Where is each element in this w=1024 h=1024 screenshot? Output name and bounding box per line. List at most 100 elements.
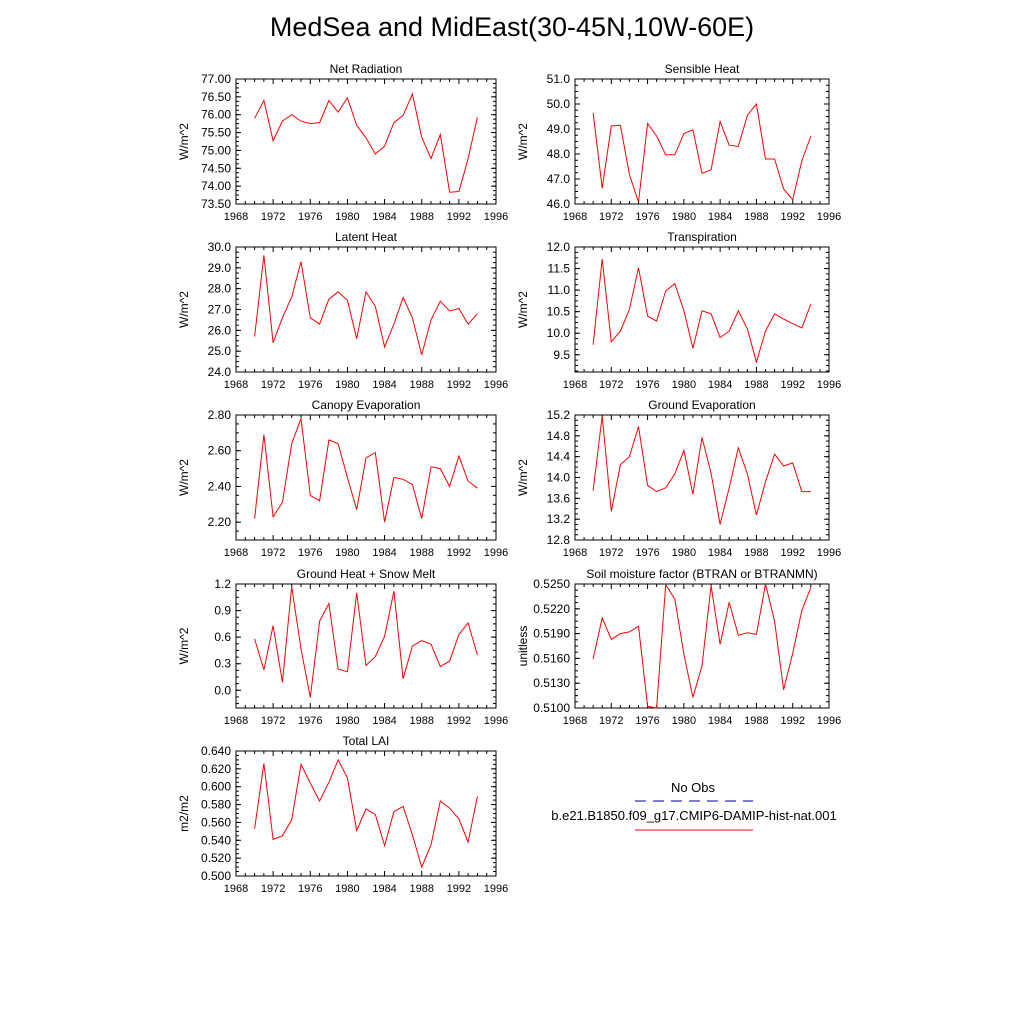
y-tick-label: 1.2 bbox=[214, 577, 231, 591]
y-tick-label: 0.640 bbox=[201, 744, 231, 758]
panel-title: Transpiration bbox=[667, 230, 737, 244]
y-tick-label: 49.0 bbox=[547, 122, 571, 136]
x-tick-label: 1984 bbox=[708, 211, 732, 223]
plot-frame bbox=[574, 246, 830, 373]
x-tick-label: 1984 bbox=[708, 379, 732, 391]
y-axis-label: W/m^2 bbox=[516, 459, 530, 496]
x-tick-label: 1968 bbox=[224, 211, 248, 223]
x-tick-label: 1972 bbox=[261, 547, 285, 559]
plot-frame bbox=[235, 414, 497, 541]
x-tick-label: 1968 bbox=[224, 883, 248, 895]
y-tick-label: 28.0 bbox=[208, 282, 232, 296]
y-tick-label: 12.0 bbox=[547, 240, 571, 254]
y-tick-label: 27.0 bbox=[208, 303, 232, 317]
y-axis-label: W/m^2 bbox=[177, 627, 191, 664]
plot-frame bbox=[235, 750, 497, 877]
x-tick-label: 1988 bbox=[744, 715, 768, 727]
legend: No Obs b.e21.B1850.f09_g17.CMIP6-DAMIP-h… bbox=[551, 780, 837, 831]
legend-obs-label: No Obs bbox=[671, 780, 716, 795]
x-tick-label: 1992 bbox=[780, 379, 804, 391]
x-tick-label: 1992 bbox=[447, 883, 471, 895]
y-tick-label: 0.520 bbox=[201, 851, 231, 865]
x-tick-label: 1988 bbox=[744, 211, 768, 223]
chart-panel: Net Radiation W/m^2 1968 1972 1976 1980 1984 19… bbox=[177, 62, 508, 223]
y-tick-label: 0.560 bbox=[201, 815, 231, 829]
x-tick-label: 1992 bbox=[780, 547, 804, 559]
main-title: MedSea and MidEast(30-45N,10W-60E) bbox=[269, 12, 755, 42]
x-tick-label: 1980 bbox=[335, 547, 359, 559]
x-tick-label: 1976 bbox=[298, 379, 322, 391]
x-tick-label: 1980 bbox=[335, 211, 359, 223]
x-tick-label: 1988 bbox=[409, 379, 433, 391]
x-tick-label: 1972 bbox=[261, 379, 285, 391]
panel-title: Soil moisture factor (BTRAN or BTRANMN) bbox=[586, 567, 817, 581]
x-tick-label: 1968 bbox=[563, 211, 587, 223]
y-tick-label: 0.3 bbox=[214, 657, 231, 671]
x-tick-label: 1972 bbox=[599, 211, 623, 223]
x-tick-label: 1996 bbox=[817, 547, 841, 559]
y-tick-label: 0.620 bbox=[201, 762, 231, 776]
x-tick-label: 1992 bbox=[447, 547, 471, 559]
x-tick-label: 1988 bbox=[409, 715, 433, 727]
plot-frame bbox=[574, 583, 830, 709]
x-tick-label: 1976 bbox=[635, 211, 659, 223]
y-tick-label: 0.9 bbox=[214, 604, 231, 618]
series-line bbox=[592, 415, 811, 525]
y-tick-label: 25.0 bbox=[208, 344, 232, 358]
y-tick-label: 74.50 bbox=[201, 161, 231, 175]
y-tick-label: 14.0 bbox=[547, 471, 571, 485]
x-tick-label: 1988 bbox=[409, 211, 433, 223]
legend-model-label: b.e21.B1850.f09_g17.CMIP6-DAMIP-hist-nat… bbox=[551, 808, 836, 823]
y-axis-label: W/m^2 bbox=[177, 291, 191, 328]
x-tick-label: 1968 bbox=[224, 379, 248, 391]
x-tick-label: 1968 bbox=[563, 715, 587, 727]
x-tick-label: 1988 bbox=[744, 547, 768, 559]
x-tick-label: 1984 bbox=[372, 715, 396, 727]
panel-title: Net Radiation bbox=[330, 62, 403, 76]
y-tick-label: 75.50 bbox=[201, 126, 231, 140]
x-tick-label: 1996 bbox=[817, 211, 841, 223]
x-tick-label: 1976 bbox=[298, 211, 322, 223]
y-axis-label: W/m^2 bbox=[516, 123, 530, 160]
y-tick-label: 0.5220 bbox=[533, 602, 570, 616]
y-tick-label: 11.0 bbox=[548, 283, 571, 297]
x-tick-label: 1992 bbox=[780, 715, 804, 727]
y-tick-label: 2.20 bbox=[208, 515, 232, 529]
y-tick-label: 0.5160 bbox=[533, 651, 570, 665]
x-tick-label: 1976 bbox=[298, 547, 322, 559]
plot-frame bbox=[574, 414, 830, 541]
series-line bbox=[254, 418, 478, 523]
y-tick-label: 13.2 bbox=[547, 512, 571, 526]
plot-frame bbox=[235, 583, 497, 709]
y-tick-label: 11.5 bbox=[548, 262, 571, 276]
panel-title: Ground Evaporation bbox=[648, 398, 755, 412]
chart-panel: Soil moisture factor (BTRAN or BTRANMN) u… bbox=[516, 567, 841, 727]
x-tick-label: 1992 bbox=[447, 379, 471, 391]
y-tick-label: 10.5 bbox=[547, 305, 571, 319]
x-tick-label: 1972 bbox=[261, 883, 285, 895]
x-tick-label: 1968 bbox=[224, 715, 248, 727]
y-tick-label: 48.0 bbox=[547, 147, 571, 161]
plot-frame bbox=[574, 78, 830, 205]
x-tick-label: 1984 bbox=[372, 883, 396, 895]
x-tick-label: 1988 bbox=[409, 547, 433, 559]
series-line bbox=[592, 583, 812, 709]
series-line bbox=[254, 586, 478, 698]
y-tick-label: 0.6 bbox=[214, 630, 231, 644]
x-tick-label: 1972 bbox=[261, 211, 285, 223]
y-tick-label: 0.500 bbox=[201, 869, 231, 883]
y-tick-label: 0.580 bbox=[201, 798, 231, 812]
x-tick-label: 1972 bbox=[261, 715, 285, 727]
chart-panel: Ground Evaporation W/m^2 1968 1972 1976 1980 1… bbox=[516, 398, 841, 559]
x-tick-label: 1972 bbox=[599, 715, 623, 727]
x-tick-label: 1984 bbox=[708, 547, 732, 559]
y-tick-label: 0.540 bbox=[201, 833, 231, 847]
x-tick-label: 1980 bbox=[672, 715, 696, 727]
y-tick-label: 30.0 bbox=[208, 240, 232, 254]
x-tick-label: 1996 bbox=[817, 715, 841, 727]
y-tick-label: 26.0 bbox=[208, 323, 232, 337]
plot-frame bbox=[235, 78, 497, 205]
x-tick-label: 1992 bbox=[447, 715, 471, 727]
x-tick-label: 1972 bbox=[599, 379, 623, 391]
y-axis-label: unitless bbox=[516, 626, 530, 667]
